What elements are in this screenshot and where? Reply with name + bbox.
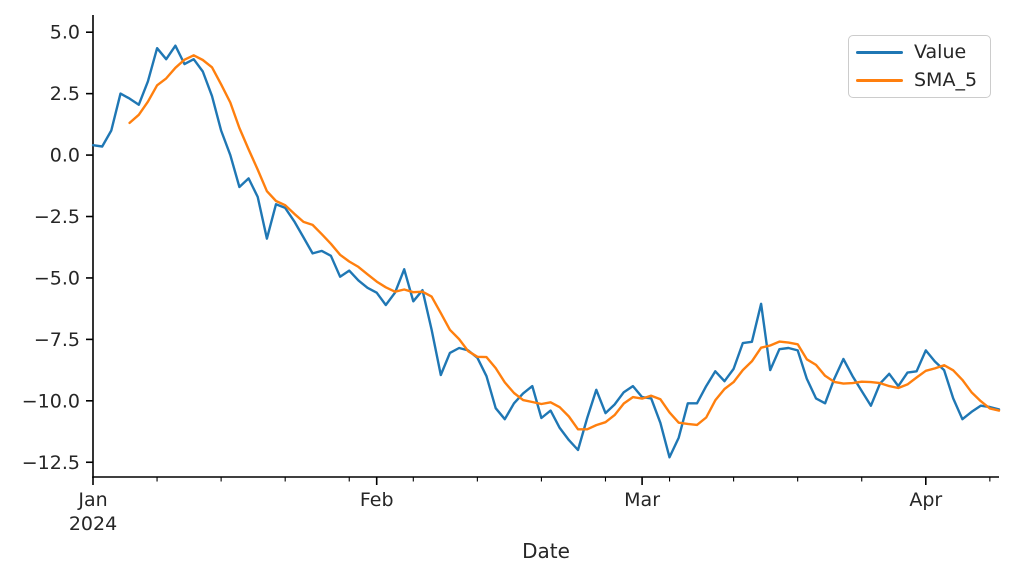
svg-text:Jan: Jan: [77, 489, 107, 511]
svg-text:−5.0: −5.0: [34, 267, 80, 289]
svg-text:0.0: 0.0: [50, 145, 80, 167]
svg-text:2.5: 2.5: [50, 83, 80, 105]
svg-text:Feb: Feb: [360, 489, 394, 511]
svg-text:5.0: 5.0: [50, 22, 80, 44]
svg-text:−10.0: −10.0: [22, 390, 80, 412]
svg-text:Apr: Apr: [909, 489, 942, 511]
x-axis-title: Date: [522, 539, 570, 563]
svg-text:−7.5: −7.5: [34, 329, 80, 351]
legend-label-sma5: SMA_5: [914, 68, 978, 91]
svg-text:Mar: Mar: [624, 489, 660, 511]
value-line-sample-icon: [856, 50, 903, 54]
legend-item-sma5: SMA_5: [856, 66, 983, 94]
svg-text:−2.5: −2.5: [34, 206, 80, 228]
legend-label-value: Value: [914, 40, 967, 63]
svg-text:−12.5: −12.5: [22, 452, 80, 474]
legend-item-value: Value: [856, 38, 983, 66]
legend: Value SMA_5: [848, 35, 991, 98]
sma5-line-sample-icon: [856, 78, 903, 82]
svg-text:2024: 2024: [69, 513, 117, 535]
